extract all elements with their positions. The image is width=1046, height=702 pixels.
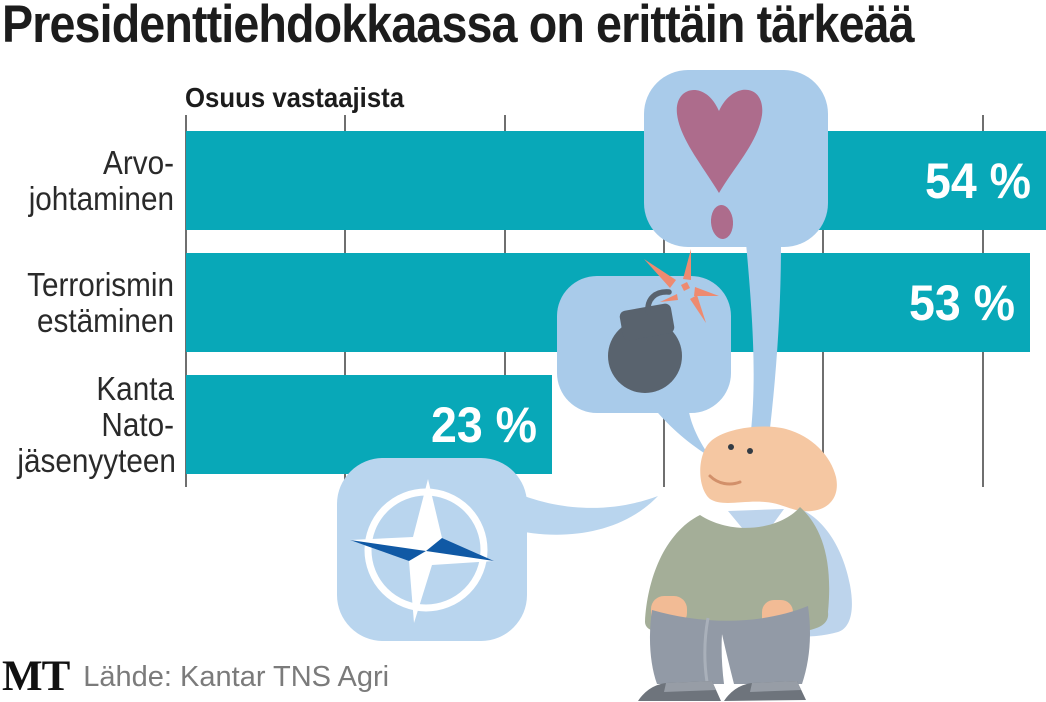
bar-value-label: 23 % <box>431 396 537 453</box>
bar-value-label: 53 % <box>909 274 1015 331</box>
category-label-1: Terrorismin estäminen <box>27 265 175 339</box>
category-label-2: Kanta Nato-jäsenyyteen <box>17 369 176 479</box>
page-title: Presidenttiehdokkaassa on erittäin tärke… <box>2 0 915 54</box>
mt-logo: MT <box>2 653 70 700</box>
bar-row-2: 23 % <box>186 375 552 474</box>
bar-row-1: 53 % <box>186 253 1030 352</box>
axis-label: Osuus vastaajista <box>185 82 405 113</box>
bar-value-label: 54 % <box>925 152 1031 209</box>
source-text: Lähde: Kantar TNS Agri <box>83 661 390 693</box>
bar-row-0: 54 % <box>186 131 1046 230</box>
category-label-0: Arvo-johtaminen <box>28 143 174 217</box>
footer: MT Lähde: Kantar TNS Agri <box>2 654 389 700</box>
